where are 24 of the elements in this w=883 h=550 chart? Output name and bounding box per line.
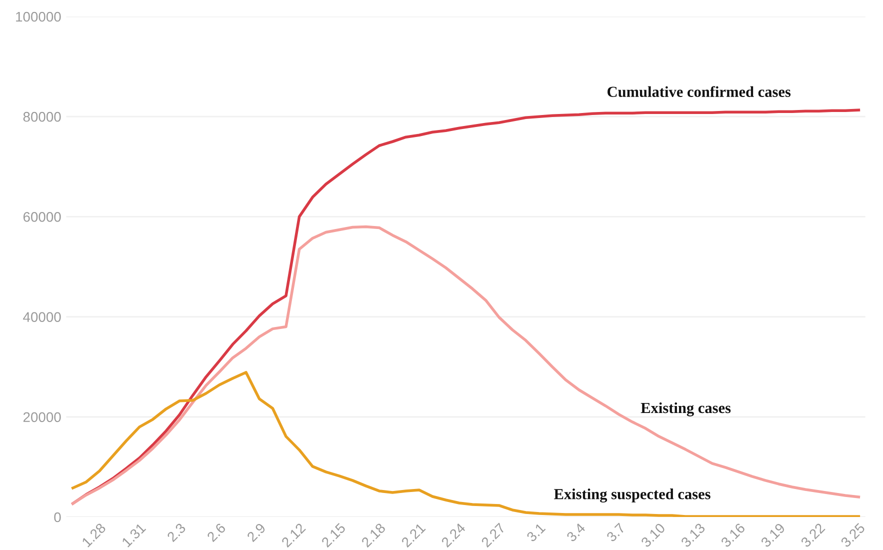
x-tick-label: 2.6 xyxy=(206,522,226,542)
x-tick-label: 3.1 xyxy=(526,522,546,542)
series-label: Cumulative confirmed cases xyxy=(608,86,791,98)
y-tick-label: 100000 xyxy=(16,12,61,22)
line-series xyxy=(71,370,860,517)
y-tick-label: 60000 xyxy=(23,212,61,222)
x-tick-label: 3.22 xyxy=(800,522,826,548)
series-label: Existing cases xyxy=(640,402,731,416)
x-tick-label: 1.31 xyxy=(121,522,146,548)
x-tick-label: 3.19 xyxy=(760,522,786,548)
x-tick-label: 2.21 xyxy=(400,522,426,548)
x-tick-label: 2.9 xyxy=(246,522,266,542)
x-tick-label: 2.3 xyxy=(166,522,186,542)
x-tick-label: 3.10 xyxy=(640,522,666,548)
y-tick-label: 20000 xyxy=(23,412,61,422)
series-label: Existing suspected cases xyxy=(554,488,710,502)
y-tick-label: 80000 xyxy=(23,112,61,122)
line-series xyxy=(71,225,860,505)
x-tick-label: 3.16 xyxy=(720,522,746,548)
y-tick-label: 40000 xyxy=(23,312,61,322)
x-tick-label: 3.13 xyxy=(680,522,706,548)
x-tick-label: 3.7 xyxy=(606,522,626,542)
y-tick-label: 0 xyxy=(54,512,61,522)
x-tick-label: 3.4 xyxy=(566,522,586,542)
